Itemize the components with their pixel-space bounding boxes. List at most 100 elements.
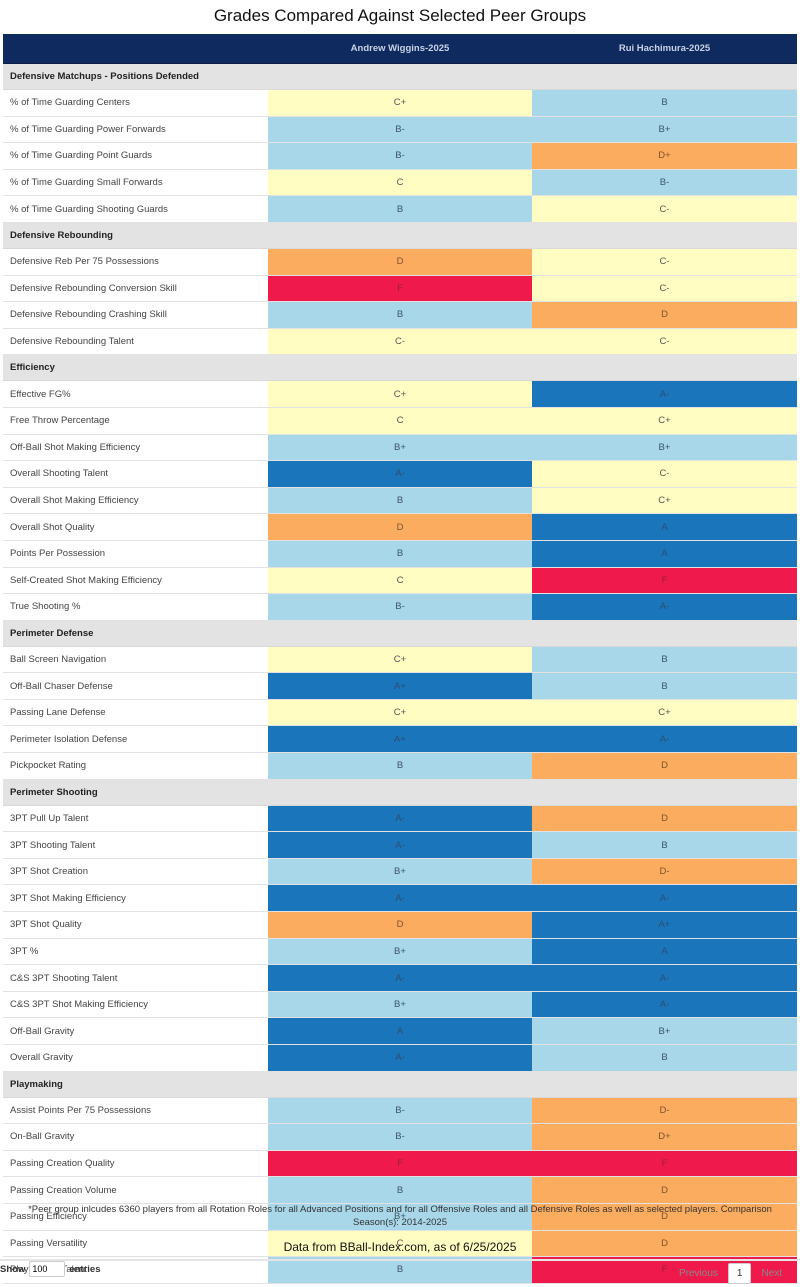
peer-group-footnote: *Peer group inlcudes 6360 players from a…: [28, 1204, 772, 1228]
metric-name-cell: Points Per Possession: [3, 540, 268, 568]
table-row: Overall Shot Quality D A: [3, 513, 797, 541]
page-1-button[interactable]: 1: [727, 1263, 752, 1284]
table-row: 3PT Shooting Talent A- B: [3, 831, 797, 859]
table-row: Self-Created Shot Making Efficiency C F: [3, 567, 797, 595]
grade-cell-player-2: D: [532, 752, 797, 780]
grade-cell-player-2: D-: [532, 1097, 797, 1125]
column-header-metric[interactable]: [3, 34, 268, 64]
section-header-row: Perimeter Defense: [3, 620, 797, 647]
grade-cell-player-1: B+: [268, 991, 532, 1019]
grade-cell-player-2: D-: [532, 858, 797, 886]
metric-name-cell: Defensive Rebounding Talent: [3, 328, 268, 356]
section-title: Playmaking: [3, 1071, 797, 1098]
grade-cell-player-1: B+: [268, 938, 532, 966]
metric-name-cell: Defensive Rebounding Conversion Skill: [3, 275, 268, 303]
table-row: 3PT Pull Up Talent A- D: [3, 805, 797, 833]
grade-cell-player-2: A: [532, 513, 797, 541]
table-row: Assist Points Per 75 Possessions B- D-: [3, 1097, 797, 1125]
table-row: 3PT Shot Creation B+ D-: [3, 858, 797, 886]
table-row: Points Per Possession B A: [3, 540, 797, 568]
table-row: Off-Ball Shot Making Efficiency B+ B+: [3, 434, 797, 462]
section-header-row: Defensive Rebounding: [3, 222, 797, 249]
grade-cell-player-2: D: [532, 805, 797, 833]
table-row: Overall Gravity A- B: [3, 1044, 797, 1072]
grade-cell-player-2: B: [532, 672, 797, 700]
grade-cell-player-2: A: [532, 540, 797, 568]
grade-cell-player-2: D+: [532, 1123, 797, 1151]
table-row: Defensive Rebounding Crashing Skill B D: [3, 301, 797, 329]
table-row: Perimeter Isolation Defense A+ A-: [3, 725, 797, 754]
grade-cell-player-2: B: [532, 1044, 797, 1072]
grade-cell-player-1: A+: [268, 672, 532, 700]
entries-count-input[interactable]: [29, 1261, 66, 1277]
grade-cell-player-1: D: [268, 248, 532, 276]
grade-cell-player-1: C: [268, 567, 532, 595]
grade-cell-player-1: C: [268, 1230, 532, 1258]
table-row: 3PT Shot Making Efficiency A- A-: [3, 884, 797, 913]
table-row: 3PT Shot Quality D A+: [3, 911, 797, 939]
table-row: Passing Lane Defense C+ C+: [3, 699, 797, 727]
previous-page-button[interactable]: Previous: [678, 1268, 718, 1279]
grade-cell-player-2: F: [532, 567, 797, 595]
column-header-player-1[interactable]: Andrew Wiggins-2025: [268, 34, 532, 64]
metric-name-cell: Effective FG%: [3, 380, 268, 408]
grade-cell-player-1: A-: [268, 964, 532, 992]
entries-length-control: Show entries: [0, 1261, 101, 1277]
grade-cell-player-1: A-: [268, 805, 532, 833]
metric-name-cell: 3PT Pull Up Talent: [3, 805, 268, 833]
metric-name-cell: Assist Points Per 75 Possessions: [3, 1097, 268, 1125]
table-row: Defensive Rebounding Talent C- C-: [3, 328, 797, 356]
metric-name-cell: Passing Creation Volume: [3, 1176, 268, 1204]
table-row: True Shooting % B- A-: [3, 593, 797, 621]
metric-name-cell: 3PT Shot Making Efficiency: [3, 884, 268, 913]
grade-cell-player-1: C+: [268, 89, 532, 117]
table-row: % of Time Guarding Centers C+ B: [3, 89, 797, 117]
section-header-row: Playmaking: [3, 1071, 797, 1098]
grade-cell-player-2: D+: [532, 142, 797, 170]
grade-cell-player-1: B-: [268, 1123, 532, 1151]
table-row: Passing Efficiency B+ D: [3, 1203, 797, 1231]
pagination: Previous 1 Next: [669, 1263, 792, 1284]
column-header-player-2[interactable]: Rui Hachimura-2025: [532, 34, 797, 64]
metric-name-cell: Off-Ball Shot Making Efficiency: [3, 434, 268, 462]
metric-name-cell: Overall Shot Quality: [3, 513, 268, 541]
grade-cell-player-1: C+: [268, 646, 532, 674]
grade-cell-player-2: C-: [532, 195, 797, 223]
metric-name-cell: Overall Shot Making Efficiency: [3, 487, 268, 515]
grade-cell-player-2: B: [532, 831, 797, 859]
table-row: Off-Ball Gravity A B+: [3, 1017, 797, 1045]
metric-name-cell: % of Time Guarding Small Forwards: [3, 169, 268, 197]
grade-cell-player-2: A-: [532, 725, 797, 754]
section-title: Perimeter Shooting: [3, 779, 797, 806]
section-header-row: Defensive Matchups - Positions Defended: [3, 63, 797, 90]
table-row: Effective FG% C+ A-: [3, 380, 797, 408]
table-row: Overall Shot Making Efficiency B C+: [3, 487, 797, 515]
grade-cell-player-1: B: [268, 540, 532, 568]
metric-name-cell: Self-Created Shot Making Efficiency: [3, 567, 268, 595]
grade-cell-player-2: B: [532, 89, 797, 117]
grade-cell-player-2: A+: [532, 911, 797, 939]
metric-name-cell: Overall Shooting Talent: [3, 460, 268, 488]
table-row: On-Ball Gravity B- D+: [3, 1123, 797, 1151]
grade-cell-player-1: B+: [268, 858, 532, 886]
grade-cell-player-2: B: [532, 646, 797, 674]
grade-cell-player-1: A-: [268, 460, 532, 488]
grade-cell-player-2: A-: [532, 593, 797, 621]
table-row: % of Time Guarding Small Forwards C B-: [3, 169, 797, 197]
divider: [0, 1259, 800, 1261]
grade-cell-player-1: A-: [268, 831, 532, 859]
table-row: % of Time Guarding Power Forwards B- B+: [3, 116, 797, 144]
grade-cell-player-1: B+: [268, 1203, 532, 1231]
grade-cell-player-1: A-: [268, 1044, 532, 1072]
grade-cell-player-2: D: [532, 1230, 797, 1258]
metric-name-cell: On-Ball Gravity: [3, 1123, 268, 1151]
grade-cell-player-2: D: [532, 1176, 797, 1204]
section-title: Defensive Rebounding: [3, 222, 797, 249]
next-page-button[interactable]: Next: [761, 1268, 782, 1279]
grade-cell-player-1: C+: [268, 699, 532, 727]
grade-cell-player-1: B: [268, 301, 532, 329]
metric-name-cell: True Shooting %: [3, 593, 268, 621]
grade-cell-player-2: C+: [532, 699, 797, 727]
grade-cell-player-2: C-: [532, 460, 797, 488]
metric-name-cell: Overall Gravity: [3, 1044, 268, 1072]
